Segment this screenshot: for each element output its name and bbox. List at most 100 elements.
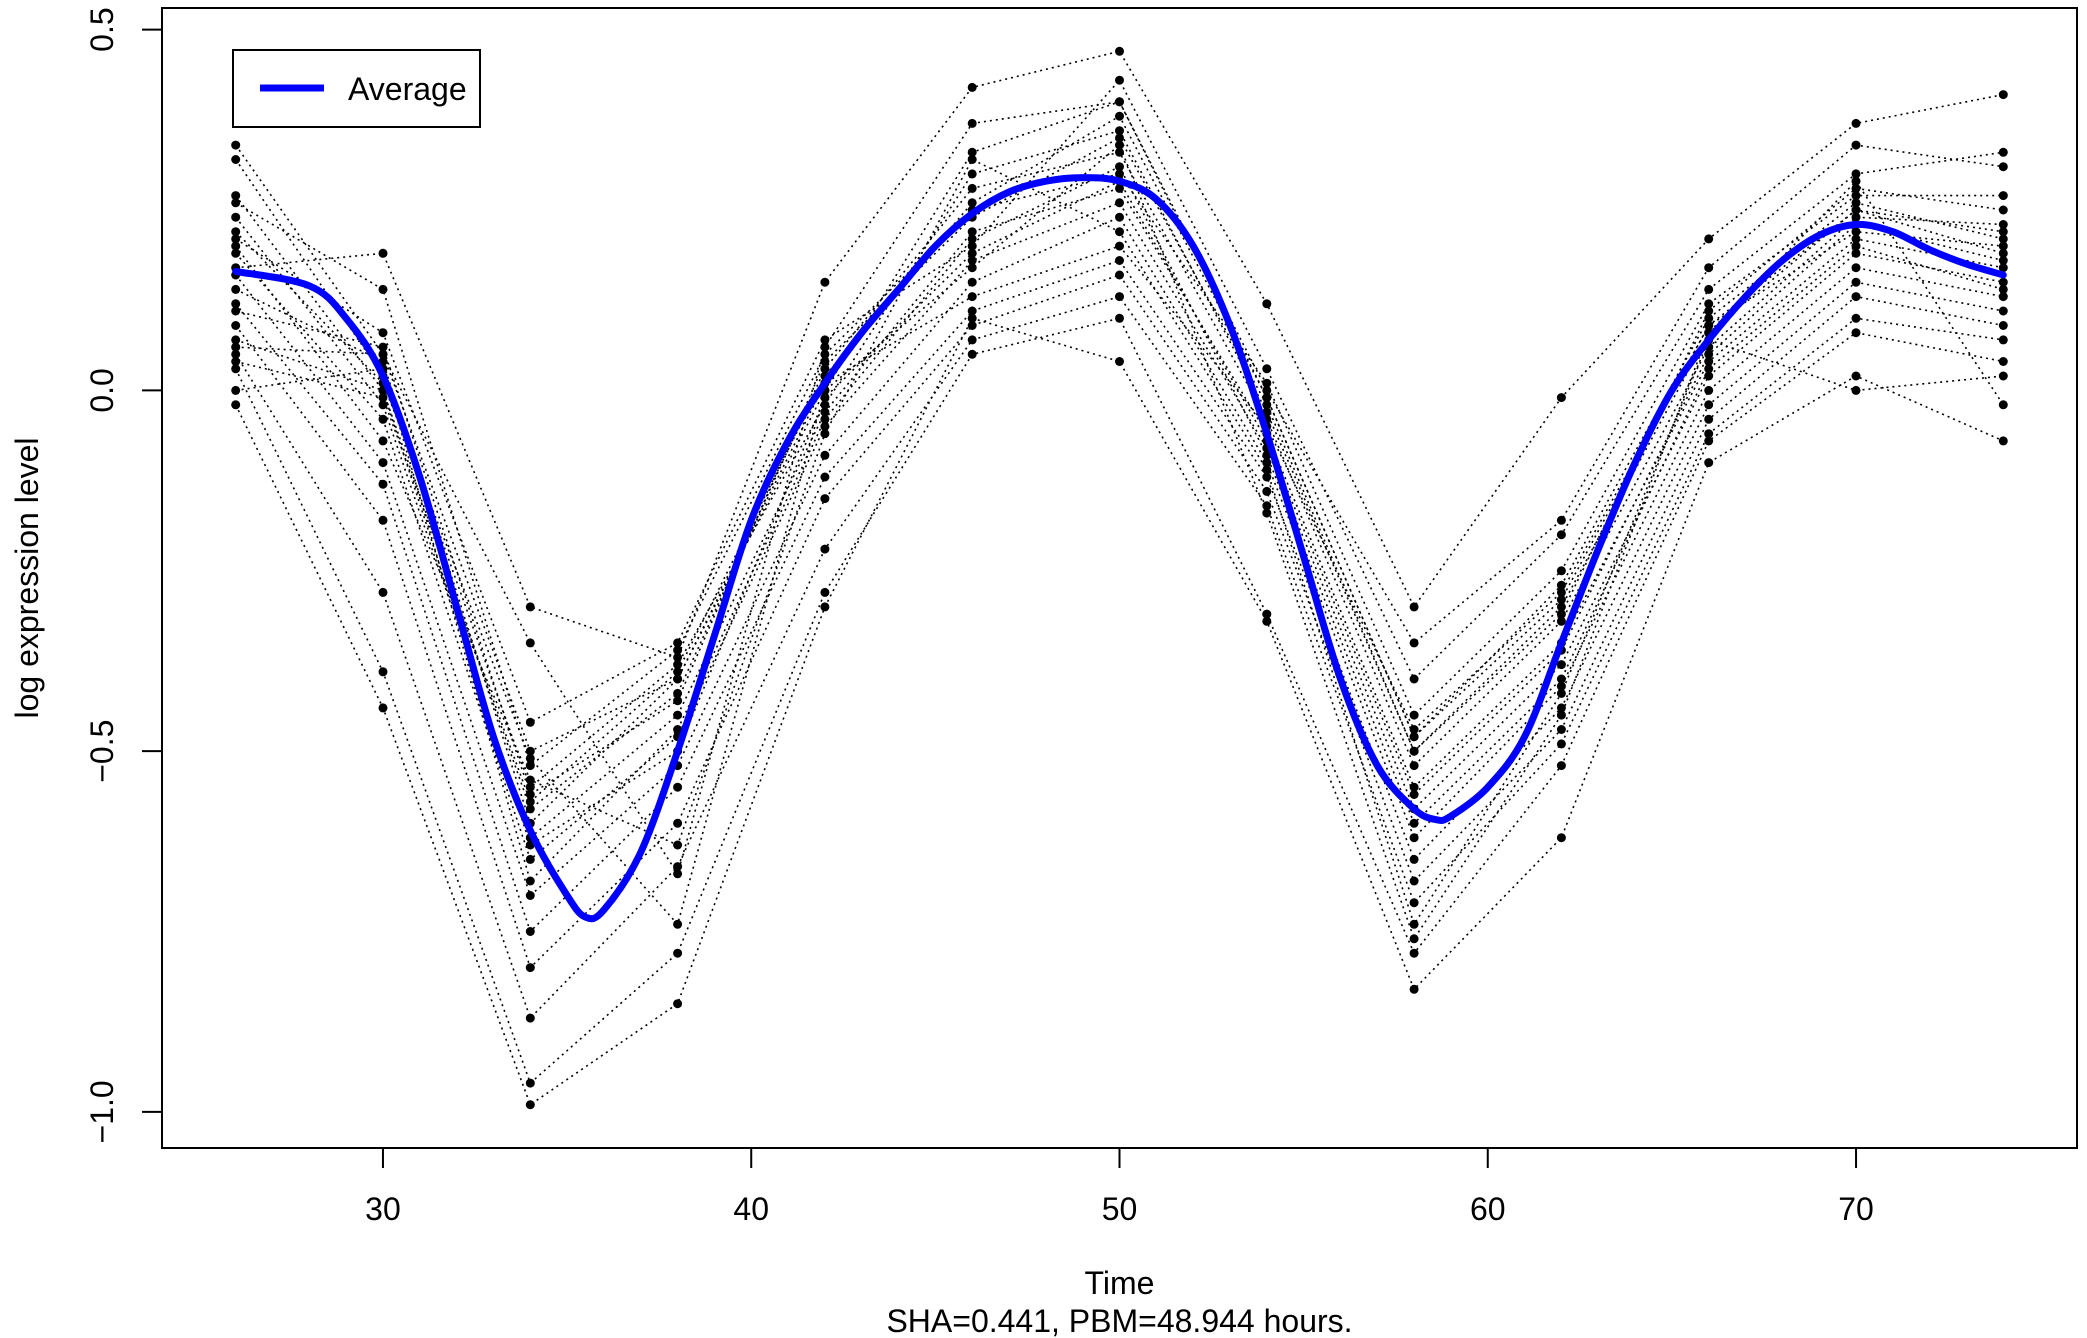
data-point — [1262, 364, 1272, 374]
data-point — [1704, 364, 1714, 374]
data-point — [231, 284, 241, 294]
data-point — [525, 761, 535, 771]
legend: Average — [232, 49, 481, 128]
data-point — [1262, 501, 1272, 511]
data-point — [525, 854, 535, 864]
data-point — [231, 335, 241, 345]
data-point — [967, 183, 977, 193]
data-point — [1704, 321, 1714, 330]
data-point — [1851, 140, 1861, 150]
data-point — [820, 357, 830, 366]
series-line-3 — [235, 151, 2004, 811]
data-point — [820, 407, 830, 417]
data-point — [1556, 580, 1566, 590]
data-point — [378, 587, 388, 597]
data-point — [1409, 674, 1419, 684]
series-line-14 — [235, 180, 2004, 847]
data-point — [231, 227, 241, 237]
data-point — [525, 746, 535, 756]
data-point — [1262, 616, 1272, 626]
data-point — [1704, 400, 1714, 410]
data-point — [1851, 241, 1861, 251]
data-point — [231, 299, 241, 309]
data-point — [1115, 256, 1124, 265]
data-point — [673, 919, 683, 929]
data-point — [673, 782, 683, 792]
x-tick-label: 50 — [1102, 1191, 1138, 1227]
x-tick-label: 40 — [733, 1191, 769, 1227]
data-point — [967, 155, 977, 164]
data-point — [967, 147, 977, 157]
data-point — [1998, 162, 2008, 172]
data-point — [1115, 212, 1124, 222]
data-point — [525, 876, 535, 886]
data-point — [1409, 854, 1419, 864]
data-point — [1704, 306, 1714, 316]
y-tick-label: 0.5 — [84, 7, 120, 51]
data-point — [1998, 436, 2008, 446]
data-point — [1556, 710, 1566, 720]
data-point — [673, 688, 683, 698]
data-point — [1115, 162, 1124, 172]
data-point — [673, 696, 683, 706]
data-point — [1998, 241, 2008, 251]
data-point — [1409, 761, 1419, 771]
data-point — [1115, 133, 1124, 143]
data-point — [1409, 948, 1419, 958]
data-point — [1851, 371, 1861, 381]
data-point — [1262, 385, 1272, 395]
data-point — [673, 862, 683, 872]
data-point — [1409, 725, 1419, 734]
data-point — [820, 335, 830, 345]
data-point — [1704, 458, 1714, 468]
data-point — [1115, 198, 1124, 208]
data-point — [1115, 169, 1124, 179]
data-point — [525, 1013, 535, 1023]
data-point — [820, 414, 830, 424]
data-point — [967, 248, 977, 258]
series-line-12 — [235, 136, 2004, 796]
data-point — [673, 645, 683, 655]
data-point — [1556, 833, 1566, 843]
data-point — [1409, 710, 1419, 720]
legend-average-label: Average — [348, 71, 467, 107]
data-point — [1409, 732, 1419, 742]
data-point — [1998, 400, 2008, 410]
data-point — [1262, 465, 1272, 475]
data-point — [378, 479, 388, 489]
data-point — [673, 725, 683, 734]
data-point — [820, 277, 830, 287]
data-point — [1998, 205, 2008, 215]
data-point — [231, 241, 241, 251]
data-point — [967, 277, 977, 287]
data-point — [967, 349, 977, 359]
data-point — [820, 472, 830, 482]
data-point — [1556, 688, 1566, 698]
data-point — [820, 422, 830, 431]
chart-subtitle: SHA=0.441, PBM=48.944 hours. — [886, 1303, 1352, 1338]
data-point — [1704, 436, 1714, 446]
data-point — [1262, 378, 1272, 388]
data-point — [1851, 328, 1861, 338]
data-point — [673, 638, 683, 648]
data-point — [1556, 530, 1566, 540]
data-point — [525, 1078, 535, 1088]
data-point — [1851, 169, 1861, 179]
data-point — [673, 674, 683, 684]
data-point — [378, 515, 388, 525]
data-point — [1556, 674, 1566, 684]
data-point — [1409, 782, 1419, 792]
data-point — [1704, 414, 1714, 424]
data-point — [1851, 191, 1861, 201]
data-point — [1262, 508, 1272, 518]
data-point — [1851, 212, 1861, 222]
data-point — [967, 198, 977, 208]
data-point — [231, 342, 241, 352]
y-axis-title: log expression level — [9, 437, 45, 718]
data-point — [1851, 277, 1861, 287]
data-point — [525, 963, 535, 973]
data-point — [673, 948, 683, 958]
data-point — [1115, 227, 1124, 237]
data-point — [231, 364, 241, 374]
data-point — [1851, 385, 1861, 395]
